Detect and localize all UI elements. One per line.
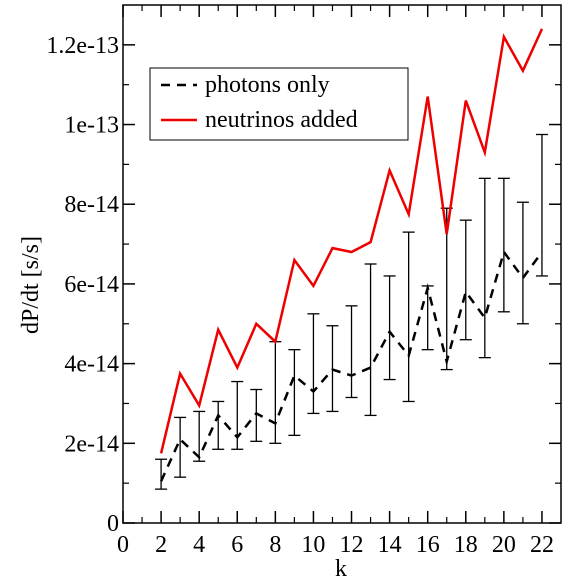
y-tick-label: 1.2e-13: [46, 33, 119, 59]
legend-label-photons-only: photons only: [205, 72, 330, 98]
legend: photons only neutrinos added: [149, 67, 409, 141]
legend-label-neutrinos-added: neutrinos added: [205, 107, 358, 133]
x-tick-label: 10: [301, 532, 325, 558]
y-tick-label: 4e-14: [64, 352, 119, 378]
plot-frame: [122, 4, 562, 524]
x-tick-label: 6: [231, 532, 243, 558]
x-tick-label: 22: [530, 532, 554, 558]
error-bars: [155, 133, 548, 490]
plot-area-border: [122, 4, 562, 524]
x-tick-label: 12: [340, 532, 364, 558]
x-tick-label: 0: [117, 532, 129, 558]
x-tick-label: 4: [193, 532, 205, 558]
series-lines: [159, 28, 544, 482]
x-tick-label: 20: [492, 532, 516, 558]
series-line-neutrinos-added: [159, 28, 544, 454]
y-axis-label: dP/dt [s/s]: [18, 236, 44, 334]
y-tick-label: 1e-13: [64, 113, 119, 139]
x-tick-label: 8: [269, 532, 281, 558]
x-tick-label: 2: [155, 532, 167, 558]
series-line-photons-only: [159, 249, 544, 482]
axis-ticks: [122, 5, 561, 524]
x-axis-label: k: [335, 556, 347, 579]
y-tick-label: 0: [107, 511, 119, 537]
axis-tick-labels: 0 2 4 6 8 10 12 14 16 18 20 2202e-144e-146e-148e-14…: [46, 33, 554, 558]
y-tick-label: 6e-14: [64, 272, 119, 298]
y-tick-label: 8e-14: [64, 192, 119, 218]
x-tick-label: 14: [378, 532, 402, 558]
y-tick-label: 2e-14: [64, 431, 119, 457]
legend-box: [149, 67, 409, 141]
x-tick-label: 16: [416, 532, 440, 558]
x-tick-label: 18: [454, 532, 478, 558]
